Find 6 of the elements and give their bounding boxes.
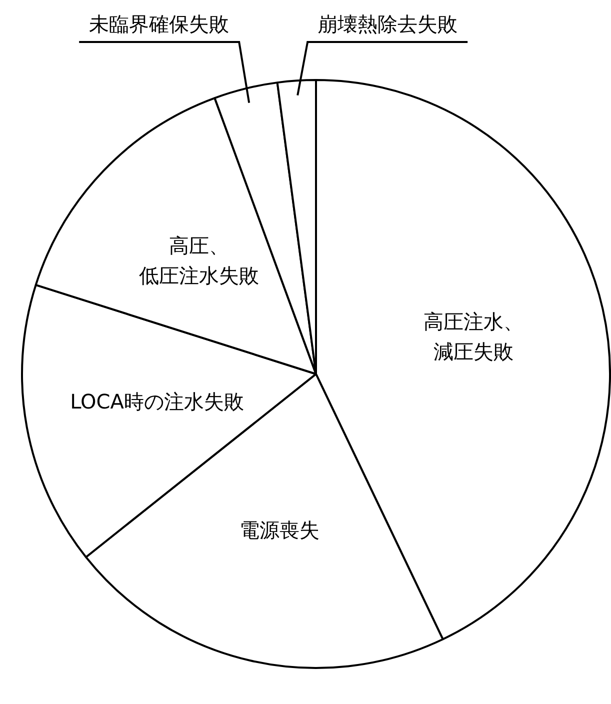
slice-label: 高圧注水、減圧失敗 bbox=[424, 309, 524, 364]
slice-label: 未臨界確保失敗 bbox=[89, 12, 230, 36]
slice-label: LOCA時の注水失敗 bbox=[70, 390, 244, 414]
slice-label: 高圧、低圧注水失敗 bbox=[139, 233, 260, 288]
slice-label: 崩壊熱除去失敗 bbox=[318, 12, 458, 36]
slice-label: 電源喪失 bbox=[240, 518, 320, 542]
